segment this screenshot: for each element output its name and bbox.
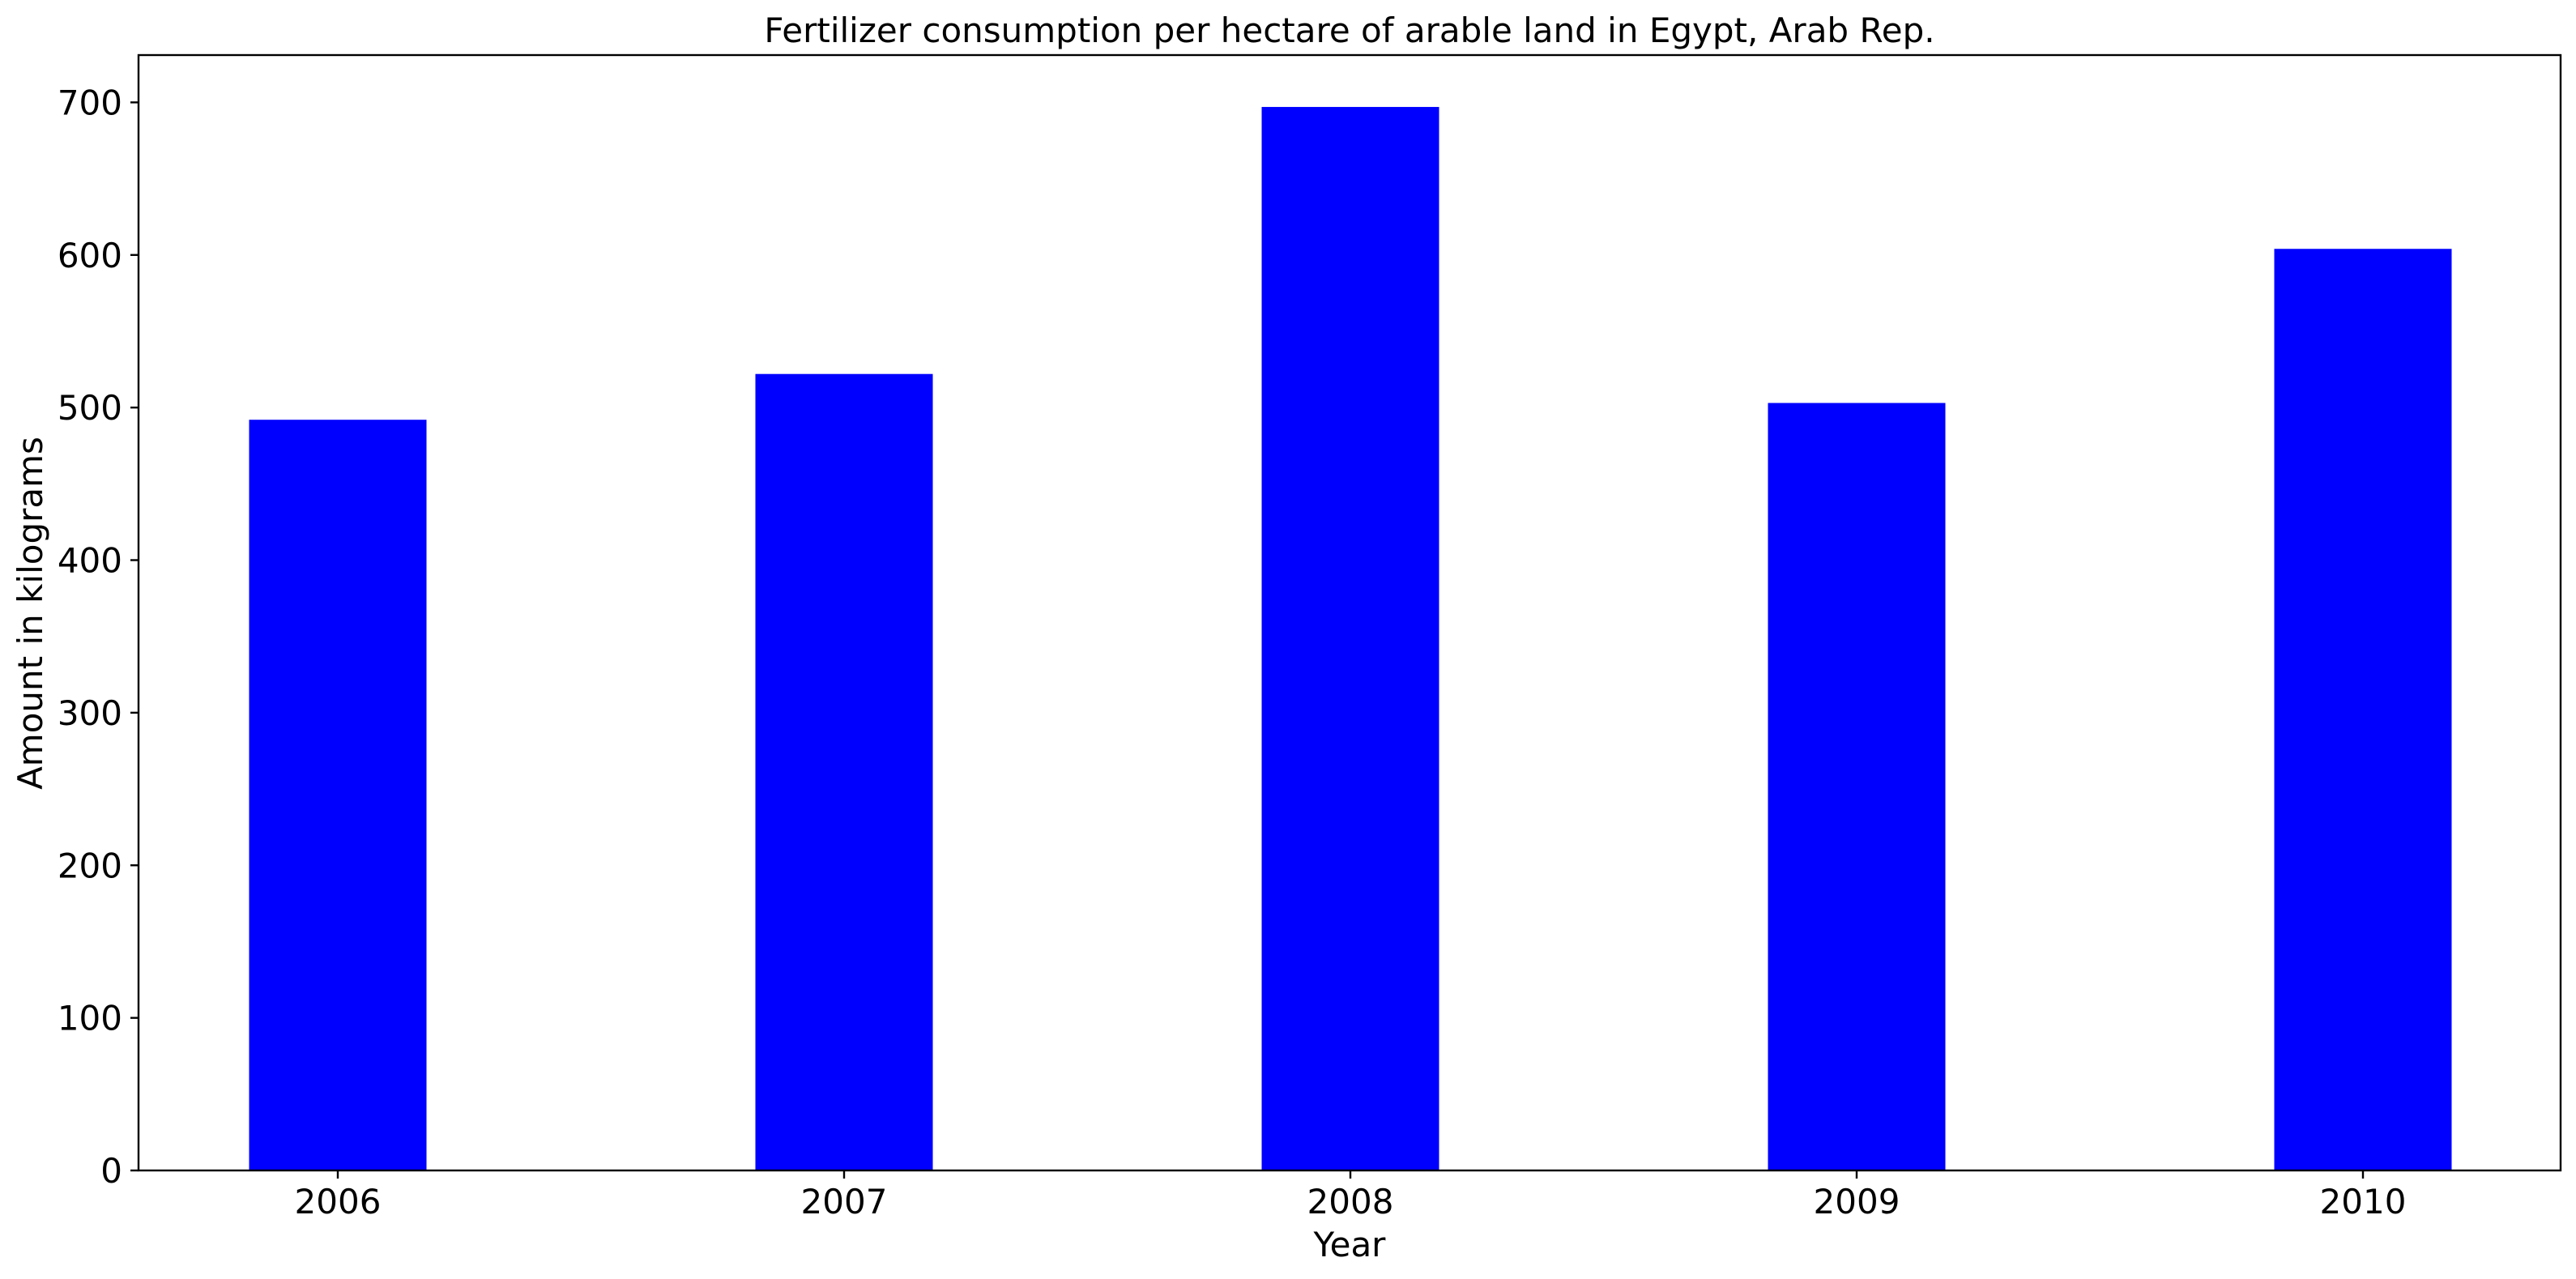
y-tick-label: 700 [58, 83, 122, 122]
x-axis-label: Year [1313, 1225, 1387, 1264]
plot-frame [137, 53, 2562, 1172]
x-tick-label: 2006 [295, 1182, 382, 1221]
y-axis-label: Amount in kilograms [11, 437, 50, 790]
y-tick-label: 400 [58, 541, 122, 581]
y-tick-label: 500 [58, 388, 122, 428]
y-tick-label: 300 [58, 693, 122, 733]
bar-2010 [2274, 249, 2452, 1170]
x-tick-label: 2008 [1307, 1182, 1394, 1221]
bar-2007 [755, 373, 933, 1171]
x-tick-label: 2010 [2320, 1182, 2407, 1221]
bar-2009 [1768, 403, 1946, 1170]
x-tick-label: 2009 [1814, 1182, 1900, 1221]
y-axis: 0 100 200 300 400 500 600 700 [58, 83, 139, 1191]
y-tick-label: 200 [58, 846, 122, 885]
y-tick-label: 100 [58, 999, 122, 1038]
bar-2008 [1261, 107, 1439, 1170]
x-axis: 2006 2007 2008 2009 2010 [295, 1170, 2407, 1221]
bars-group [249, 107, 2452, 1171]
y-tick-label: 0 [100, 1151, 122, 1191]
bar-2006 [249, 420, 427, 1170]
x-tick-label: 2007 [801, 1182, 888, 1221]
chart-title: Fertilizer consumption per hectare of ar… [764, 11, 1934, 50]
y-tick-label: 600 [58, 236, 122, 275]
